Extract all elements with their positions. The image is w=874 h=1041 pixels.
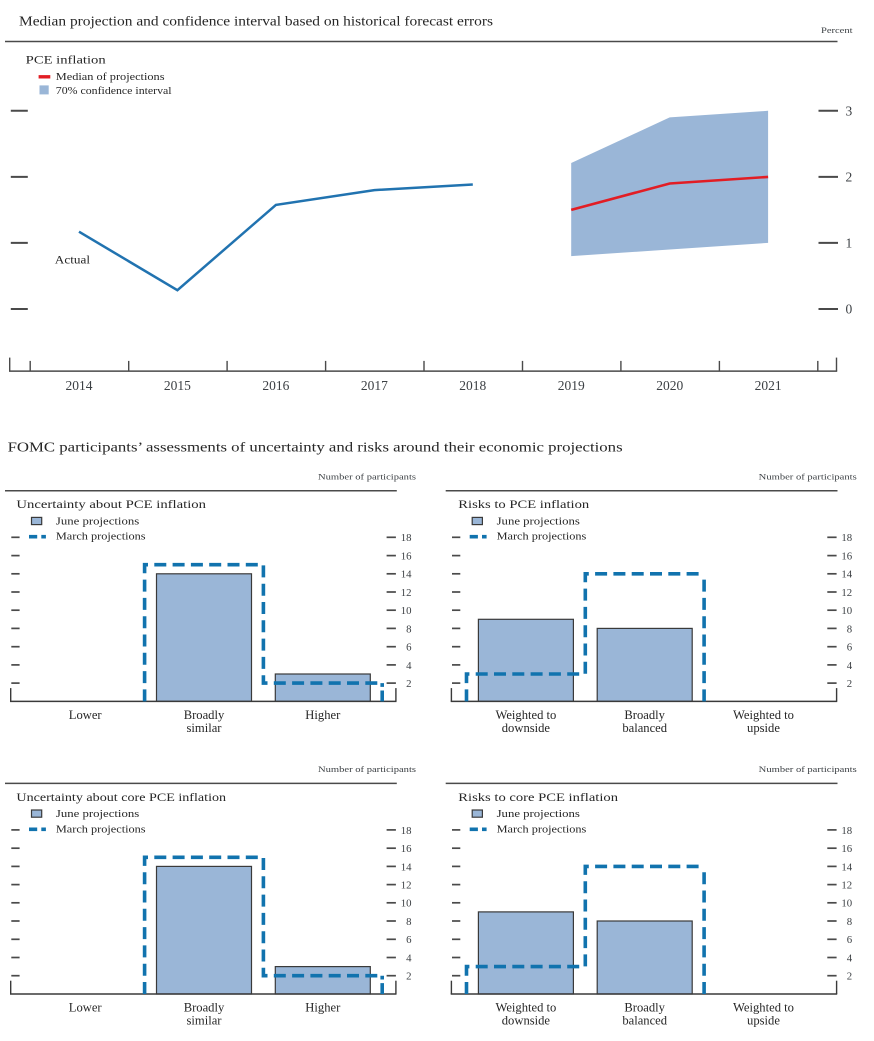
svg-text:2014: 2014 <box>66 378 93 393</box>
svg-text:Number of participants: Number of participants <box>318 472 417 482</box>
svg-text:Weighted to: Weighted to <box>495 1000 556 1014</box>
svg-text:Number of participants: Number of participants <box>759 472 858 482</box>
svg-text:16: 16 <box>401 843 412 855</box>
svg-text:6: 6 <box>406 642 412 654</box>
svg-text:upside: upside <box>747 1014 780 1028</box>
svg-text:balanced: balanced <box>622 1014 667 1028</box>
svg-text:March projections: March projections <box>56 824 146 835</box>
svg-text:Broadly: Broadly <box>184 1000 225 1014</box>
svg-text:PCE inflation: PCE inflation <box>26 53 106 67</box>
svg-text:March projections: March projections <box>56 532 146 543</box>
svg-text:4: 4 <box>406 660 412 672</box>
svg-text:Risks to PCE inflation: Risks to PCE inflation <box>458 497 589 511</box>
svg-text:FOMC participants’ assessments: FOMC participants’ assessments of uncert… <box>8 440 623 455</box>
svg-text:4: 4 <box>847 660 853 672</box>
svg-text:Uncertainty about PCE inflatio: Uncertainty about PCE inflation <box>16 497 206 511</box>
svg-text:Actual: Actual <box>55 254 90 266</box>
svg-text:6: 6 <box>847 934 853 946</box>
svg-text:10: 10 <box>401 898 412 910</box>
svg-text:upside: upside <box>747 721 780 735</box>
svg-text:16: 16 <box>841 551 852 563</box>
svg-text:similar: similar <box>187 721 223 735</box>
svg-text:Median of projections: Median of projections <box>56 72 165 83</box>
svg-text:Uncertainty about core PCE inf: Uncertainty about core PCE inflation <box>16 790 226 804</box>
svg-text:16: 16 <box>401 551 412 563</box>
svg-text:14: 14 <box>401 861 412 873</box>
svg-text:June projections: June projections <box>56 517 139 528</box>
svg-text:2016: 2016 <box>262 378 289 393</box>
svg-text:2: 2 <box>406 971 411 983</box>
svg-text:Broadly: Broadly <box>624 1000 665 1014</box>
svg-text:Number of participants: Number of participants <box>318 764 417 774</box>
svg-text:2: 2 <box>846 170 853 185</box>
svg-text:8: 8 <box>847 623 852 635</box>
svg-text:12: 12 <box>401 587 412 599</box>
svg-text:2021: 2021 <box>755 378 782 393</box>
svg-text:2017: 2017 <box>361 378 388 393</box>
svg-text:18: 18 <box>401 825 412 837</box>
svg-text:8: 8 <box>847 916 852 928</box>
svg-text:2: 2 <box>847 678 852 690</box>
svg-text:1: 1 <box>846 236 853 251</box>
svg-text:12: 12 <box>401 880 412 892</box>
svg-text:March projections: March projections <box>497 532 587 543</box>
svg-text:Higher: Higher <box>305 708 341 722</box>
svg-text:Broadly: Broadly <box>624 708 665 722</box>
svg-text:2015: 2015 <box>164 378 191 393</box>
svg-text:10: 10 <box>841 898 852 910</box>
svg-text:Percent: Percent <box>821 25 853 35</box>
svg-text:6: 6 <box>847 642 853 654</box>
svg-text:Median projection and confiden: Median projection and confidence interva… <box>19 14 493 29</box>
svg-text:12: 12 <box>841 587 852 599</box>
svg-text:14: 14 <box>841 569 852 581</box>
svg-text:June projections: June projections <box>497 517 580 528</box>
svg-text:18: 18 <box>841 532 852 544</box>
svg-text:70% confidence interval: 70% confidence interval <box>56 86 172 97</box>
svg-text:downside: downside <box>502 721 551 735</box>
svg-text:downside: downside <box>502 1014 551 1028</box>
svg-text:2: 2 <box>406 678 411 690</box>
svg-text:14: 14 <box>841 861 852 873</box>
svg-text:14: 14 <box>401 569 412 581</box>
svg-text:8: 8 <box>406 916 411 928</box>
svg-text:8: 8 <box>406 623 411 635</box>
svg-text:Weighted to: Weighted to <box>733 1000 794 1014</box>
svg-text:6: 6 <box>406 934 412 946</box>
svg-text:Broadly: Broadly <box>184 708 225 722</box>
svg-text:16: 16 <box>841 843 852 855</box>
svg-text:18: 18 <box>401 532 412 544</box>
svg-text:June projections: June projections <box>56 809 139 820</box>
svg-text:0: 0 <box>846 302 853 317</box>
svg-text:3: 3 <box>846 103 853 118</box>
svg-text:similar: similar <box>187 1014 223 1028</box>
svg-text:2: 2 <box>847 971 852 983</box>
svg-text:Weighted to: Weighted to <box>495 708 556 722</box>
svg-text:10: 10 <box>841 605 852 617</box>
svg-text:March projections: March projections <box>497 824 587 835</box>
svg-text:10: 10 <box>401 605 412 617</box>
svg-text:2018: 2018 <box>459 378 486 393</box>
svg-text:18: 18 <box>841 825 852 837</box>
svg-text:12: 12 <box>841 880 852 892</box>
svg-text:Lower: Lower <box>69 708 103 722</box>
svg-text:Risks to core PCE inflation: Risks to core PCE inflation <box>458 790 618 804</box>
svg-text:June projections: June projections <box>497 809 580 820</box>
svg-text:4: 4 <box>847 952 853 964</box>
svg-text:4: 4 <box>406 952 412 964</box>
svg-text:2020: 2020 <box>656 378 683 393</box>
svg-text:Number of participants: Number of participants <box>759 764 858 774</box>
svg-text:balanced: balanced <box>622 721 667 735</box>
svg-text:2019: 2019 <box>558 378 585 393</box>
svg-text:Lower: Lower <box>69 1000 103 1014</box>
svg-text:Weighted to: Weighted to <box>733 708 794 722</box>
svg-text:Higher: Higher <box>305 1000 341 1014</box>
